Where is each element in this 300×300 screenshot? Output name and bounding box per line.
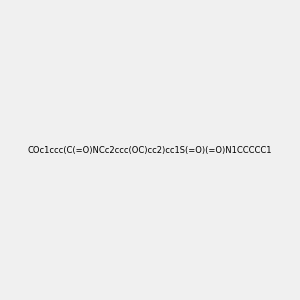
Text: COc1ccc(C(=O)NCc2ccc(OC)cc2)cc1S(=O)(=O)N1CCCCC1: COc1ccc(C(=O)NCc2ccc(OC)cc2)cc1S(=O)(=O)…: [28, 146, 272, 154]
